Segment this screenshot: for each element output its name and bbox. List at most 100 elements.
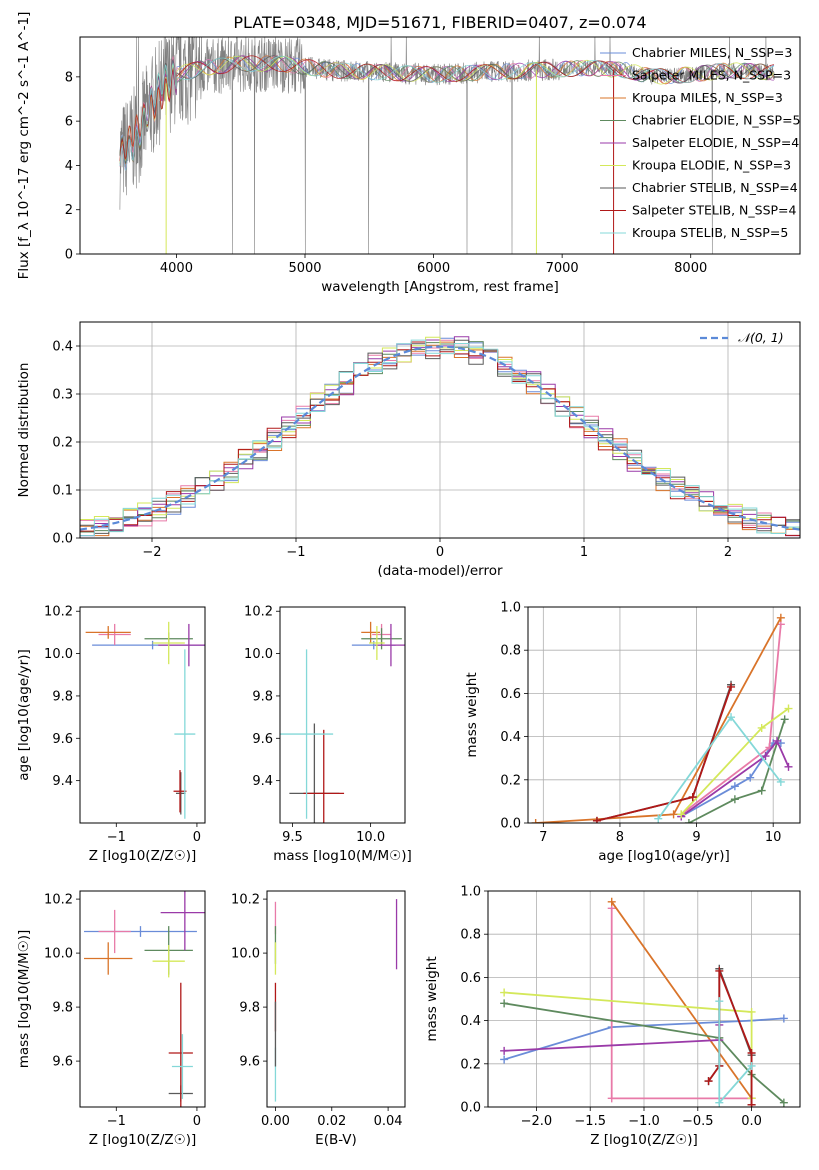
x-tick-label: 7000 bbox=[546, 261, 579, 276]
y-tick-label: 0.0 bbox=[52, 532, 73, 547]
legend-label: Kroupa MILES, N_SSP=3 bbox=[632, 90, 783, 105]
panel-age_vs_mass: 9.5 10.0 9.4 9.6 9.8 10.0 10.2 mass [log10(M/M☉… bbox=[244, 605, 412, 864]
x-tick-label: 4000 bbox=[160, 261, 193, 276]
y-axis-label: Normed distribution bbox=[16, 363, 32, 498]
y-tick-label: 1.0 bbox=[460, 885, 481, 900]
mass-weight-point bbox=[784, 762, 793, 771]
mass-weight-point bbox=[776, 613, 785, 622]
axes-frame bbox=[79, 36, 801, 255]
mass-weight-point bbox=[730, 782, 739, 791]
mass-weight-line bbox=[657, 715, 782, 820]
x-tick-label: 9 bbox=[692, 830, 700, 845]
x-tick-label: −2.0 bbox=[521, 1114, 553, 1129]
mass-weight-point bbox=[757, 786, 766, 795]
mass-weight-point bbox=[761, 752, 770, 761]
mass-weight-point bbox=[779, 1098, 788, 1107]
x-axis-label: E(B-V) bbox=[315, 1132, 357, 1148]
x-axis-label: mass [log10(M/M☉)] bbox=[273, 848, 412, 864]
mass-weight-point bbox=[704, 1077, 713, 1086]
legend-label: Chabrier STELIB, N_SSP=4 bbox=[632, 180, 798, 195]
mass-weight-line bbox=[503, 1017, 784, 1061]
axes-frame bbox=[79, 321, 801, 539]
mass-weight-line bbox=[535, 617, 782, 823]
mass-weight-point bbox=[677, 810, 686, 819]
x-tick-label: 0 bbox=[436, 545, 444, 560]
mass-weight-point bbox=[757, 723, 766, 732]
mass-weight-line bbox=[688, 719, 786, 823]
y-tick-label: 9.4 bbox=[52, 774, 73, 789]
y-tick-label: 9.6 bbox=[239, 1055, 260, 1070]
mass-weight-line bbox=[680, 739, 790, 818]
y-tick-label: 9.6 bbox=[52, 1055, 73, 1070]
mass-weight-point bbox=[779, 1014, 788, 1023]
mass-weight-point bbox=[780, 715, 789, 724]
mass-weight-point bbox=[715, 966, 724, 975]
mass-weight-point bbox=[773, 736, 782, 745]
y-axis-label: Flux [f_λ 10^-17 erg cm^-2 s^-1 A^-1] bbox=[16, 12, 32, 280]
mass-weight-point bbox=[500, 1055, 509, 1064]
y-tick-label: 4 bbox=[65, 159, 73, 174]
mass-weight-line bbox=[610, 901, 753, 1099]
mass-weight-point bbox=[727, 682, 736, 691]
y-tick-label: 0.0 bbox=[500, 817, 521, 832]
x-tick-label: 0.02 bbox=[317, 1114, 346, 1129]
x-tick-label: 10 bbox=[765, 830, 782, 845]
y-tick-label: 10.2 bbox=[244, 605, 273, 620]
y-axis-label: mass weight bbox=[424, 956, 440, 1041]
y-tick-label: 0.2 bbox=[52, 436, 73, 451]
legend-label: Salpeter STELIB, N_SSP=4 bbox=[632, 203, 797, 218]
y-tick-label: 0 bbox=[65, 248, 73, 263]
y-tick-label: 0.6 bbox=[500, 687, 521, 702]
mass-weight-point bbox=[776, 777, 785, 786]
y-tick-label: 0.8 bbox=[500, 644, 521, 659]
y-tick-label: 1.0 bbox=[500, 601, 521, 616]
y-tick-label: 0.4 bbox=[500, 730, 521, 745]
mass-weight-point bbox=[747, 1049, 756, 1057]
x-tick-label: −1.0 bbox=[628, 1114, 660, 1129]
y-tick-label: 9.8 bbox=[52, 1001, 73, 1016]
mass-weight-point bbox=[715, 1098, 724, 1107]
x-tick-label: 0.00 bbox=[261, 1114, 290, 1129]
mass-weight-point bbox=[784, 704, 793, 713]
axes-frame bbox=[79, 890, 206, 1108]
legend-label: Chabrier ELODIE, N_SSP=5 bbox=[632, 113, 801, 128]
x-tick-label: −0.5 bbox=[682, 1114, 714, 1129]
y-tick-label: 0.0 bbox=[460, 1101, 481, 1116]
mass-weight-point bbox=[607, 1094, 616, 1103]
model-spectrum-line bbox=[119, 55, 775, 171]
legend-label: Chabrier MILES, N_SSP=3 bbox=[632, 45, 792, 60]
legend-label: 𝒩(0, 1) bbox=[738, 330, 784, 345]
axes-frame bbox=[266, 890, 406, 1108]
legend-label: Salpeter MILES, N_SSP=3 bbox=[632, 68, 791, 83]
legend-label: Kroupa STELIB, N_SSP=5 bbox=[632, 225, 788, 240]
y-axis-label: mass weight bbox=[464, 672, 480, 757]
plot-area bbox=[280, 621, 405, 823]
mass-weight-point bbox=[730, 795, 739, 804]
x-tick-label: −1.5 bbox=[574, 1114, 606, 1129]
mass-weight-point bbox=[669, 810, 678, 819]
mass-weight-line bbox=[718, 1001, 753, 1106]
axes-frame bbox=[487, 890, 801, 1108]
x-tick-label: −1 bbox=[107, 1114, 126, 1129]
x-axis-label: age [log10(age/yr)] bbox=[598, 848, 730, 864]
y-tick-label: 9.6 bbox=[52, 732, 73, 747]
x-tick-label: 8000 bbox=[674, 261, 707, 276]
legend-label: Salpeter ELODIE, N_SSP=4 bbox=[632, 135, 799, 150]
y-axis-label: mass [log10(M/M☉)] bbox=[16, 930, 32, 1069]
plot-area bbox=[274, 899, 398, 1102]
x-tick-label: 5000 bbox=[288, 261, 321, 276]
model-spectrum-line bbox=[119, 55, 775, 164]
plot-area bbox=[119, 37, 775, 254]
y-tick-label: 10.0 bbox=[44, 647, 73, 662]
y-tick-label: 0.1 bbox=[52, 484, 73, 499]
panel-weight_vs_age: 7 8 9 10 0.0 0.2 0.4 0.6 0.8 1.0 age [log10(age/yr… bbox=[464, 601, 801, 864]
x-tick-label: 0.04 bbox=[374, 1114, 403, 1129]
x-tick-label: 1 bbox=[580, 545, 588, 560]
x-axis-label: (data-model)/error bbox=[377, 563, 503, 579]
y-tick-label: 10.2 bbox=[44, 893, 73, 908]
panel-mass_vs_ebv: 0.00 0.02 0.04 9.6 9.8 10.0 10.2 E(B-V) bbox=[231, 890, 406, 1148]
legend-label: Kroupa ELODIE, N_SSP=3 bbox=[632, 158, 791, 173]
x-axis-label: Z [log10(Z/Z☉)] bbox=[89, 1132, 197, 1148]
x-tick-label: 0.0 bbox=[741, 1114, 762, 1129]
